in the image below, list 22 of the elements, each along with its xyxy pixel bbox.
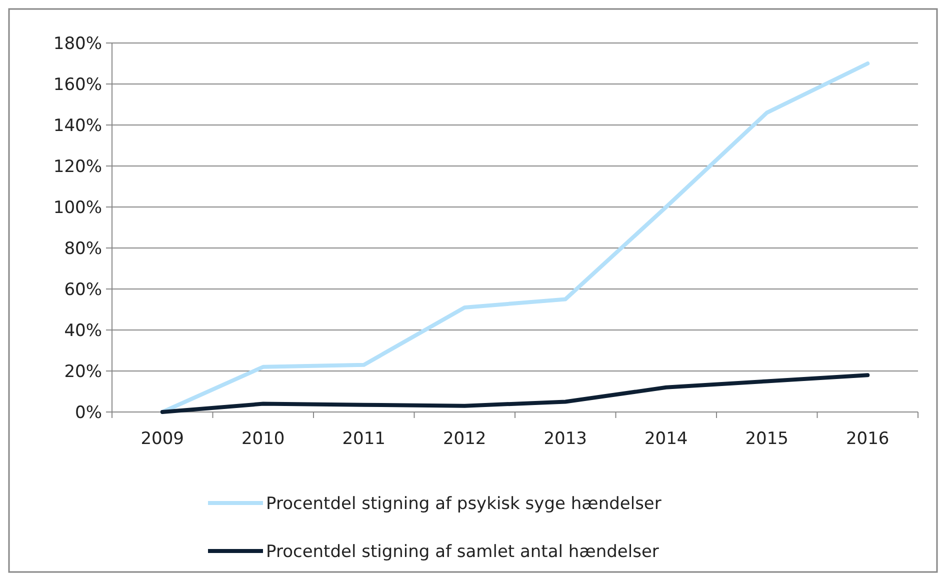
x-tick-label: 2016 xyxy=(846,429,890,449)
y-tick-label: 160% xyxy=(53,74,102,95)
y-tick-label: 40% xyxy=(64,320,102,341)
x-tick-label: 2012 xyxy=(442,429,486,449)
line-series xyxy=(160,62,870,414)
y-tick-label: 140% xyxy=(53,116,102,136)
x-tick-label: 2013 xyxy=(544,429,588,449)
y-tick-label: 180% xyxy=(53,34,102,54)
y-tick-label: 0% xyxy=(75,402,102,423)
line-series xyxy=(160,373,870,414)
y-tick-label: 80% xyxy=(64,238,102,259)
legend-label: Procentdel stigning af samlet antal hændelser xyxy=(266,542,659,562)
y-tick-label: 20% xyxy=(64,362,102,382)
y-tick-label: 120% xyxy=(53,156,102,177)
x-tick-label: 2014 xyxy=(644,429,688,449)
legend-label: Procentdel stigning af psykisk syge hændelser xyxy=(266,494,662,514)
x-tick-label: 2011 xyxy=(342,429,386,449)
y-tick-label: 60% xyxy=(64,280,102,300)
x-tick-label: 2015 xyxy=(745,429,789,449)
y-tick-label: 100% xyxy=(53,198,102,218)
x-tick-label: 2009 xyxy=(140,429,184,449)
x-tick-label: 2010 xyxy=(241,429,285,449)
